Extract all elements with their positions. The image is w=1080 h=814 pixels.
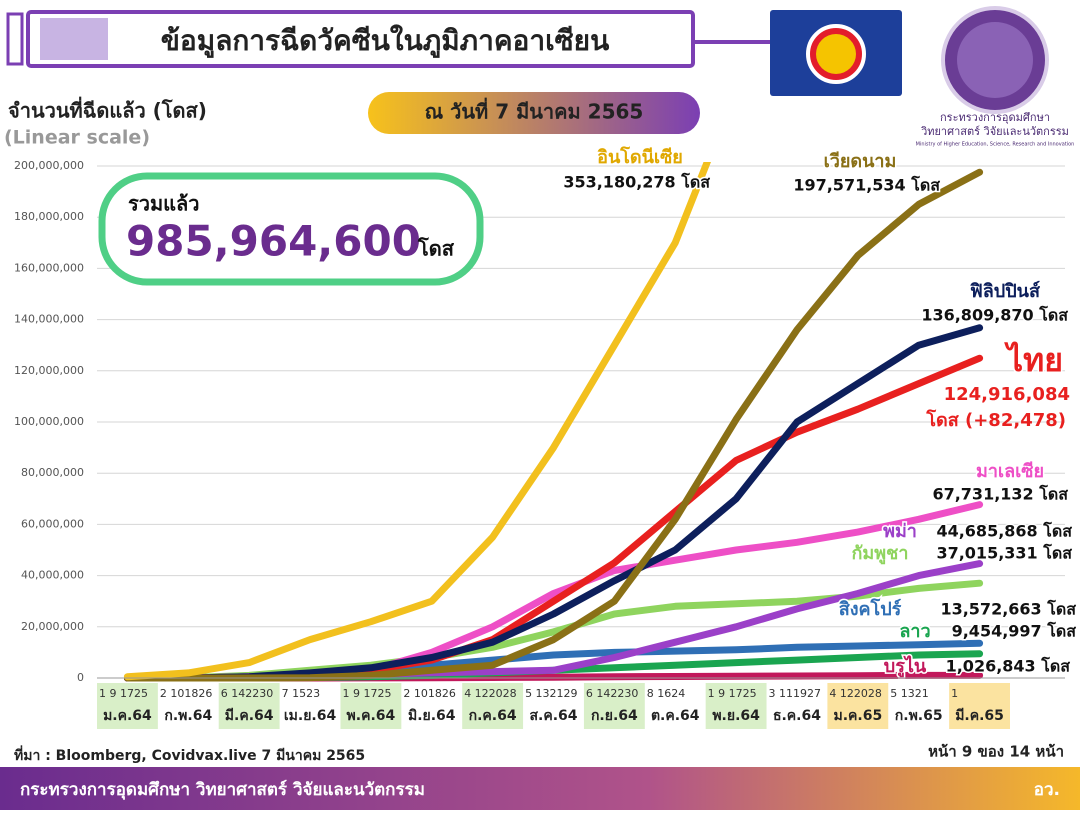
month-band: [97, 683, 158, 729]
x-tick-label: ต.ค.64: [651, 708, 700, 724]
x-day-label: 6 142230: [221, 687, 274, 700]
x-tick-label: เม.ย.64: [284, 708, 337, 724]
legend-label: บรูไน: [884, 655, 927, 678]
abbr: อว.: [1034, 780, 1060, 800]
header: ข้อมูลการฉีดวัคซีนในภูมิภาคอาเซียน กระทร…: [4, 6, 1075, 149]
x-day-label: 3 111927: [769, 687, 822, 700]
y-tick-label: 100,000,000: [14, 415, 84, 428]
x-tick-label: ส.ค.64: [529, 708, 577, 724]
month-band: [218, 683, 280, 729]
y-tick-label: 40,000,000: [21, 569, 84, 582]
y-tick-label: 200,000,000: [14, 159, 84, 172]
value-label: 124,916,084: [944, 384, 1070, 405]
y-tick-label: 120,000,000: [14, 364, 84, 377]
x-day-label: 2 101826: [160, 687, 213, 700]
x-tick-label: พ.ย.64: [712, 708, 760, 724]
legend-label: ฟิลิปปินส์: [970, 280, 1041, 302]
logo-text: กระทรวงการอุดมศึกษา: [940, 111, 1050, 124]
x-day-label: 4 122028: [829, 687, 882, 700]
legend-label: อินโดนีเซีย: [597, 146, 683, 168]
x-tick-label: ก.ค.64: [469, 708, 517, 724]
series-line: [123, 162, 712, 681]
legend-label: ไทย: [1004, 341, 1063, 379]
x-tick-label: ม.ค.65: [833, 708, 882, 724]
value-label: 9,454,997 โดส: [952, 621, 1077, 641]
x-day-label: 5 1321: [890, 687, 929, 700]
month-band: [340, 683, 402, 729]
series-line: [123, 324, 984, 682]
value-label: 197,571,534 โดส: [793, 175, 940, 195]
y-tick-label: 60,000,000: [21, 517, 84, 530]
value-label: 136,809,870 โดส: [921, 305, 1068, 325]
y-tick-label: 180,000,000: [14, 210, 84, 223]
month-band: [705, 683, 767, 729]
y-tick-label: 140,000,000: [14, 313, 84, 326]
total-label: รวมแล้ว: [128, 192, 200, 216]
x-tick-label: มี.ค.64: [225, 708, 274, 724]
x-day-label: 6 142230: [586, 687, 639, 700]
ministry: กระทรวงการอุดมศึกษา วิทยาศาสตร์ วิจัยและ…: [20, 779, 425, 800]
legend-label: มาเลเซีย: [976, 461, 1044, 482]
value-label: 44,685,868 โดส: [936, 521, 1072, 541]
logo-text: วิทยาศาสตร์ วิจัยและนวัตกรรม: [920, 125, 1069, 138]
x-tick-label: ม.ค.64: [103, 708, 152, 724]
legend-label: สิงคโปร์: [839, 598, 902, 620]
x-day-label: 2 101826: [403, 687, 456, 700]
month-band: [827, 683, 889, 729]
total-unit: โดส: [417, 237, 455, 261]
scale-note: (Linear scale): [4, 127, 150, 149]
footer: ที่มา : Bloomberg, Covidvax.live 7 มีนาค…: [0, 743, 1080, 810]
total-box: รวมแล้ว 985,964,600 โดส: [98, 172, 484, 286]
x-tick-label: ก.ย.64: [591, 708, 638, 724]
x-day-label: 1 9 1725: [708, 687, 757, 700]
value-label: 67,731,132 โดส: [932, 484, 1068, 504]
y-axis-title: จำนวนที่ฉีดแล้ว (โดส): [8, 96, 207, 123]
x-tick-label: ธ.ค.64: [773, 708, 821, 724]
month-band: [583, 683, 645, 729]
x-day-label: 4 122028: [464, 687, 517, 700]
logo-text: Ministry of Higher Education, Science, R…: [916, 142, 1075, 148]
date: ณ วันที่ 7 มีนาคม 2565: [425, 97, 644, 124]
x-tick-label: พ.ค.64: [347, 708, 396, 724]
legend-label: เวียดนาม: [824, 151, 897, 172]
total-value: 985,964,600: [126, 217, 421, 266]
y-tick-label: 0: [77, 671, 84, 684]
y-tick-label: 80,000,000: [21, 466, 84, 479]
y-tick-label: 20,000,000: [21, 620, 84, 633]
month-band: [462, 683, 524, 729]
x-day-label: 1 9 1725: [99, 687, 148, 700]
x-day-label: 1: [951, 687, 958, 700]
x-day-label: 1 9 1725: [342, 687, 391, 700]
value-label: 37,015,331 โดส: [936, 543, 1072, 563]
x-tick-label: มิ.ย.64: [408, 708, 456, 724]
value-label: 1,026,843 โดส: [946, 656, 1071, 676]
y-tick-label: 160,000,000: [14, 261, 84, 274]
month-band: [949, 683, 1010, 729]
source: ที่มา : Bloomberg, Covidvax.live 7 มีนาค…: [14, 745, 365, 764]
value-label: 353,180,278 โดส: [563, 172, 710, 192]
value-label: 13,572,663 โดส: [940, 599, 1076, 619]
x-tick-label: ก.พ.65: [895, 708, 943, 724]
page-number: หน้า 9 ของ 14 หน้า: [928, 743, 1064, 761]
x-day-label: 5 132129: [525, 687, 578, 700]
x-tick-label: มี.ค.65: [955, 708, 1004, 724]
legend-label: กัมพูชา: [852, 543, 909, 565]
plot-area: 0 20,000,000 40,000,000 60,000,000 80,000,00…: [14, 145, 1078, 729]
x-day-label: 8 1624: [647, 687, 686, 700]
lines: [123, 162, 984, 682]
value-note: โดส (+82,478): [925, 409, 1066, 431]
title: ข้อมูลการฉีดวัคซีนในภูมิภาคอาเซียน: [161, 24, 609, 58]
legend-label: ลาว: [899, 621, 930, 642]
x-day-label: 7 1523: [282, 687, 321, 700]
legend-label: พม่า: [883, 521, 917, 542]
x-tick-label: ก.พ.64: [164, 708, 212, 724]
